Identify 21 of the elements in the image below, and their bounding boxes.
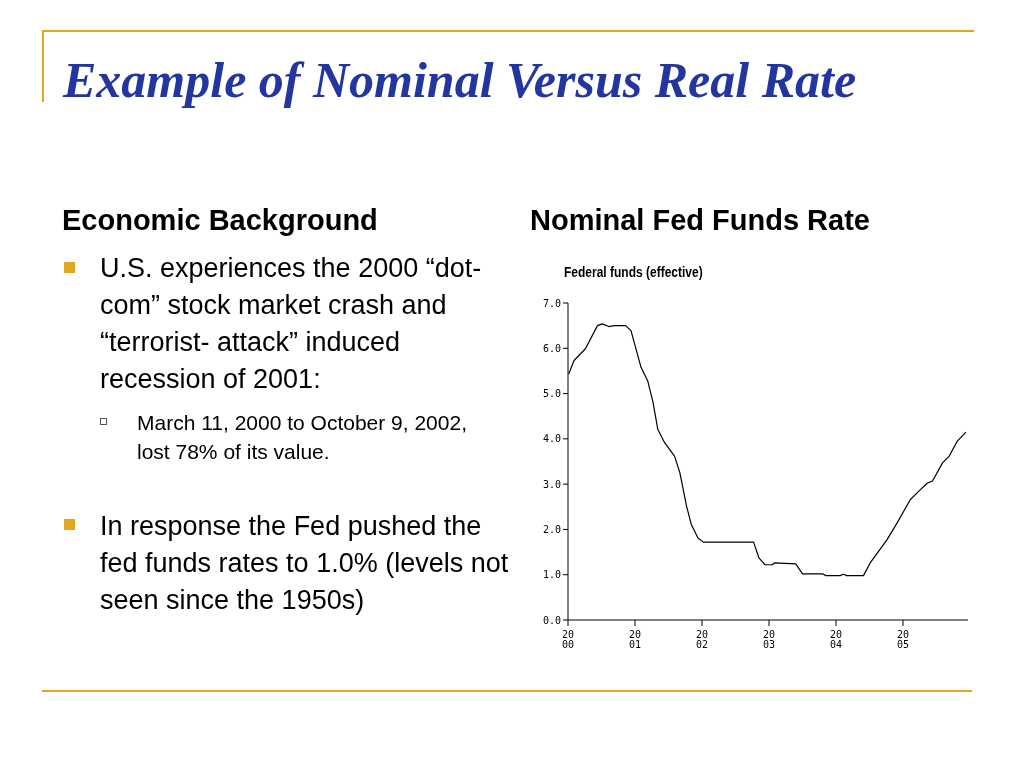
y-tick-label: 0.0 — [542, 614, 561, 626]
x-tick-label: 2003 — [762, 629, 776, 650]
text: Economic Background — [62, 204, 378, 237]
text: March 11, 2000 to October 9, 2002, lost 78% of its value. — [137, 410, 468, 465]
y-tick-label: 3.0 — [542, 478, 561, 490]
y-tick-label: 2.0 — [542, 523, 561, 535]
chart-subtitle: Nominal Fed Funds Rate — [530, 204, 870, 237]
text: U.S. experiences the 2000 “dot-com” stock market crash and “terrorist- attack” induced recession of 2001: — [100, 252, 483, 396]
text: In response the Fed pushed the fed funds rates to 1.0% (levels not seen since the 1950s) — [100, 510, 510, 617]
y-tick-label: 1.0 — [542, 569, 561, 581]
y-tick-label: 6.0 — [542, 342, 561, 354]
y-tick-label: 4.0 — [542, 433, 561, 445]
y-tick-label: 7.0 — [542, 297, 561, 309]
x-tick-label: 2002 — [695, 629, 709, 650]
x-tick-label: 2004 — [829, 629, 843, 650]
x-tick-label: 2001 — [628, 629, 642, 650]
text: Federal funds (effective) — [564, 263, 703, 280]
y-tick-label: 5.0 — [542, 388, 561, 400]
x-tick-label: 2000 — [561, 629, 575, 650]
x-tick-label: 2005 — [896, 629, 910, 650]
chart-title: Example of Nominal Versus Real Rate — [63, 51, 858, 110]
